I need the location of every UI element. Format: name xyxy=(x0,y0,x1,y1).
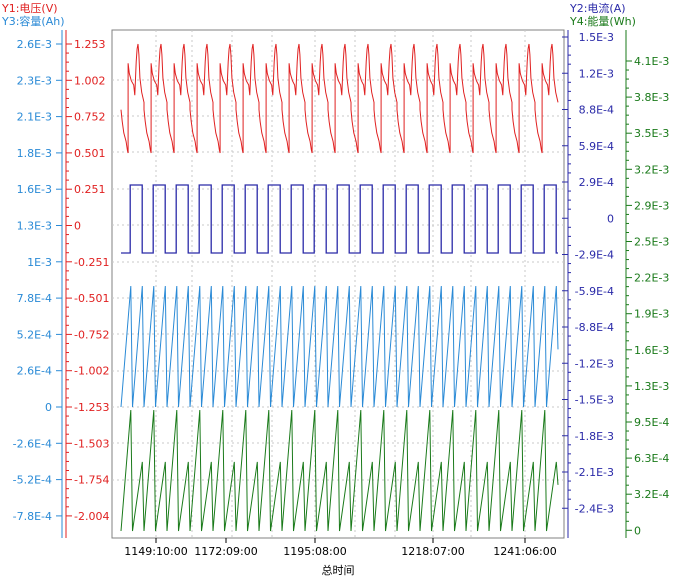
y4-tick-label: 9.5E-4 xyxy=(634,416,669,429)
y2-tick-label: 8.8E-4 xyxy=(579,104,614,117)
y3-tick-label: 1.8E-3 xyxy=(17,147,52,160)
y1-tick-label: -1.253 xyxy=(74,401,109,414)
legend-y4: Y4:能量(Wh) xyxy=(569,14,636,28)
series xyxy=(120,43,559,532)
y1-tick-label: 0.501 xyxy=(74,147,106,160)
y2-tick-label: 1.5E-3 xyxy=(579,31,614,44)
y2-tick-label: 0 xyxy=(607,212,614,225)
y4-tick-label: 6.3E-4 xyxy=(634,452,669,465)
y1-tick-label: 1.002 xyxy=(74,74,106,87)
y4-tick-label: 3.2E-3 xyxy=(634,163,669,176)
y2-tick-label: 5.9E-4 xyxy=(579,140,614,153)
series-capacity-line xyxy=(120,285,559,408)
y2-tick-label: -1.5E-3 xyxy=(575,394,614,407)
x-tick-label: 1218:07:00 xyxy=(401,545,464,558)
y4-tick-label: 3.2E-4 xyxy=(634,488,669,501)
axes: 1149:10:00 1172:09:00 1195:08:00 1218:07:00… xyxy=(13,30,669,558)
y3-tick-label: 2.6E-4 xyxy=(17,365,52,378)
y3-tick-label: -5.2E-4 xyxy=(13,474,52,487)
y3-tick-label: 1.3E-3 xyxy=(17,220,52,233)
series-voltage-line xyxy=(120,43,559,154)
y4-tick-label: 1.6E-3 xyxy=(634,344,669,357)
y1-tick-label: -0.752 xyxy=(74,328,109,341)
y4-tick-label: 4.1E-3 xyxy=(634,55,669,68)
series-current-line xyxy=(121,184,558,254)
y1-tick-label: -1.002 xyxy=(74,365,109,378)
x-tick-label: 1241:06:00 xyxy=(493,545,556,558)
y2-tick-label: -1.2E-3 xyxy=(575,357,614,370)
x-tick-label: 1195:08:00 xyxy=(283,545,346,558)
x-tick-label: 1149:10:00 xyxy=(124,545,187,558)
y4-tick-label: 1.3E-3 xyxy=(634,380,669,393)
y2-tick-label: -5.9E-4 xyxy=(575,285,614,298)
y4-tick-label: 2.2E-3 xyxy=(634,272,669,285)
y4-tick-label: 1.9E-3 xyxy=(634,308,669,321)
y3-tick-label: 1.6E-3 xyxy=(17,183,52,196)
y2-tick-label: -2.1E-3 xyxy=(575,466,614,479)
y3-tick-label: 5.2E-4 xyxy=(17,328,52,341)
y1-tick-label: -2.004 xyxy=(74,510,109,523)
y1-tick-label: 0.251 xyxy=(74,183,106,196)
y2-tick-label: -2.4E-3 xyxy=(575,502,614,515)
y4-tick-label: 0 xyxy=(634,524,641,537)
legend-y1: Y1:电压(V) xyxy=(1,2,58,15)
y2-tick-label: 2.9E-4 xyxy=(579,176,614,189)
legend-y2: Y2:电流(A) xyxy=(569,1,626,15)
y1-tick-label: -1.754 xyxy=(74,474,109,487)
series-energy-line xyxy=(120,409,559,532)
y4-tick-label: 2.9E-3 xyxy=(634,199,669,212)
y1-tick-label: 0 xyxy=(74,220,81,233)
y2-tick-label: -1.8E-3 xyxy=(575,430,614,443)
y2-tick-label: 1.2E-3 xyxy=(579,67,614,80)
x-tick-label: 1172:09:00 xyxy=(194,545,257,558)
y4-tick-label: 2.5E-3 xyxy=(634,236,669,249)
y1-tick-label: 0.752 xyxy=(74,111,106,124)
plot-frame xyxy=(111,29,565,539)
y1-tick-label: -0.251 xyxy=(74,256,109,269)
y3-tick-label: 7.8E-4 xyxy=(17,292,52,305)
y3-tick-label: -2.6E-4 xyxy=(13,437,52,450)
y1-tick-label: -1.503 xyxy=(74,437,109,450)
y3-tick-label: 1E-3 xyxy=(27,256,52,269)
legend-y3: Y3:容量(Ah) xyxy=(1,14,65,28)
y1-tick-label: 1.253 xyxy=(74,38,106,51)
y3-tick-label: 2.1E-3 xyxy=(17,111,52,124)
y3-tick-label: 2.3E-3 xyxy=(17,74,52,87)
y2-tick-label: -2.9E-4 xyxy=(575,249,614,262)
y3-tick-label: 2.6E-3 xyxy=(17,38,52,51)
y1-tick-label: -0.501 xyxy=(74,292,109,305)
y3-tick-label: 0 xyxy=(45,401,52,414)
y3-tick-label: -7.8E-4 xyxy=(13,510,52,523)
y2-tick-label: -8.8E-4 xyxy=(575,321,614,334)
y4-tick-label: 3.8E-3 xyxy=(634,91,669,104)
x-axis-title: 总时间 xyxy=(322,563,355,577)
y4-tick-label: 3.5E-3 xyxy=(634,127,669,140)
